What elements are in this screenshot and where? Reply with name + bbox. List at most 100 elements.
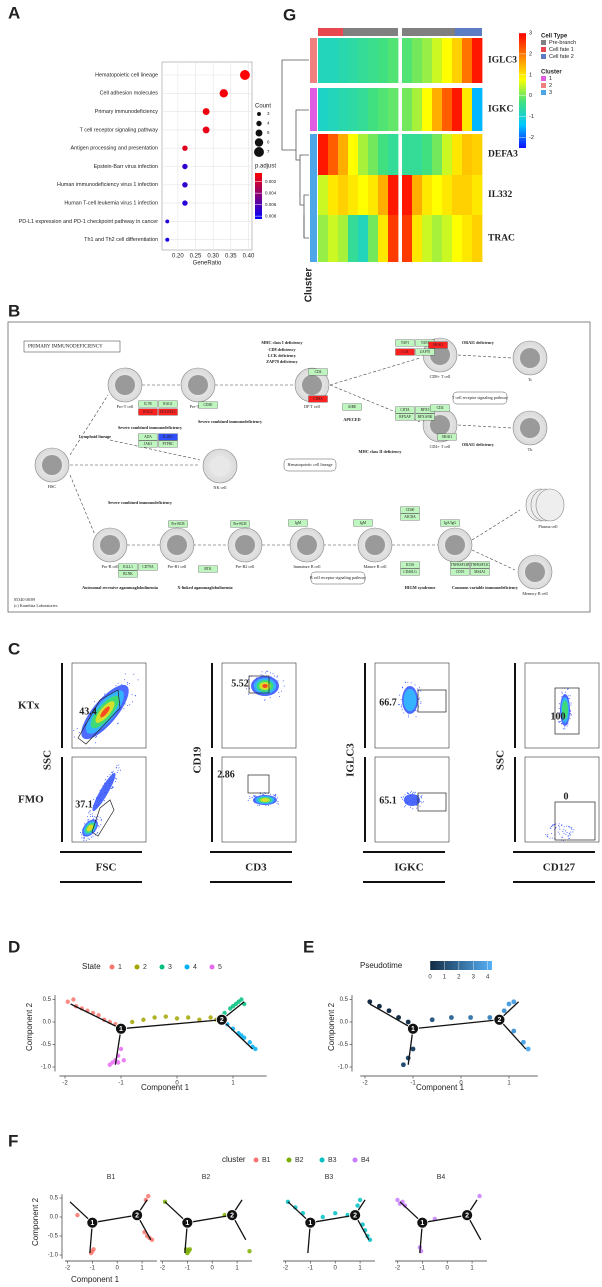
- cell-point: [487, 1015, 493, 1020]
- heatmap-cell: [402, 215, 413, 262]
- event-dot: [400, 797, 402, 799]
- gene-label: LCK: [401, 350, 409, 354]
- cell-point: [511, 1028, 517, 1034]
- event-dot: [400, 706, 402, 708]
- pathway-link-box: [310, 571, 366, 585]
- event-dot: [547, 834, 549, 836]
- colorbar-label: 1: [443, 975, 447, 981]
- event-dot: [275, 795, 277, 797]
- x-axis-title: Component 1: [71, 1275, 120, 1284]
- cell-point: [130, 1019, 135, 1025]
- x-tick-label: -1: [308, 1266, 314, 1272]
- heatmap-cell: [422, 88, 433, 131]
- event-dot: [568, 826, 570, 828]
- heatmap-cell: [318, 88, 329, 131]
- event-dot: [399, 694, 401, 696]
- event-dot: [107, 775, 109, 777]
- branch-node: [131, 1209, 144, 1221]
- event-dot: [404, 681, 406, 683]
- event-dot: [246, 688, 248, 690]
- dot: [182, 182, 188, 188]
- event-dot: [567, 695, 569, 697]
- event-dot: [422, 801, 424, 803]
- gene-box: [400, 513, 420, 521]
- heatmap-cell: [328, 88, 339, 131]
- y-tick-label: Th1 and Th2 cell differentiation: [84, 237, 158, 243]
- event-dot: [417, 688, 419, 690]
- trajectory-branch: [498, 1019, 527, 1050]
- x-tick-label: -2: [160, 1266, 166, 1272]
- event-dot: [558, 826, 560, 828]
- event-dot: [116, 778, 118, 780]
- heatmap-cell: [358, 134, 369, 175]
- gene-label: JAK3: [144, 442, 153, 446]
- gene-box: [400, 568, 420, 576]
- gene-label: RAG2: [143, 410, 153, 414]
- cell-point: [141, 1017, 146, 1022]
- cell-point: [174, 1016, 180, 1021]
- x-axis-title: CD127: [543, 862, 576, 874]
- gene-label: RFXANK: [418, 415, 433, 419]
- branch-node: [215, 1013, 228, 1026]
- nucleus: [100, 535, 120, 555]
- branch-node-label: 2: [497, 1017, 501, 1024]
- event-dot: [410, 790, 412, 792]
- event-dot: [269, 696, 271, 698]
- heatmap-cell: [378, 88, 389, 131]
- heatmap-cell: [328, 38, 339, 83]
- x-tick-label: 1: [235, 1266, 239, 1272]
- legend-swatch: [541, 90, 546, 95]
- event-dot: [403, 712, 405, 714]
- trajectory-branch: [369, 1003, 414, 1030]
- event-dot: [570, 711, 572, 713]
- event-dot: [87, 812, 89, 814]
- heatmap-cell: [452, 88, 463, 131]
- branch-node: [181, 1216, 194, 1229]
- event-dot: [78, 732, 80, 734]
- y-tick-label: Primary immunodeficiency: [95, 109, 159, 115]
- event-dot: [415, 716, 417, 718]
- event-dot: [566, 725, 568, 727]
- cell-label: Pre-B2 cell: [236, 564, 256, 569]
- nucleus: [365, 535, 385, 555]
- flow-plot: [524, 756, 600, 843]
- colorbar-label: 0: [428, 975, 432, 981]
- heatmap-cell: [368, 215, 379, 262]
- event-dot: [561, 824, 563, 826]
- disease-note: APECED: [343, 417, 360, 422]
- heatmap-cell: [472, 38, 483, 83]
- legend-label: Cell fate 1: [549, 47, 574, 53]
- heatmap-cell: [318, 134, 329, 175]
- event-dot: [570, 827, 572, 829]
- heatmap-cell: [388, 215, 399, 262]
- colorbar-label: -2: [529, 135, 534, 141]
- gate: [417, 689, 447, 713]
- y-axis-title: Component 2: [327, 1002, 336, 1051]
- cluster-bar: [310, 175, 317, 215]
- event-dot: [87, 819, 89, 821]
- cell-label: DP T cell: [304, 404, 321, 409]
- legend-swatch: [541, 54, 546, 59]
- cell-point: [377, 1003, 382, 1009]
- event-dot: [249, 797, 251, 799]
- gene-label: ICOS: [406, 563, 414, 567]
- cell-label: Pro-T cell: [117, 404, 135, 409]
- heatmap-cell: [338, 175, 349, 215]
- event-dot: [559, 712, 561, 714]
- cell-point: [239, 997, 244, 1002]
- panel-label: C: [8, 639, 20, 658]
- event-dot: [570, 831, 572, 833]
- event-dot: [550, 833, 552, 835]
- heatmap-cell: [328, 215, 339, 262]
- cell-point: [410, 1046, 416, 1052]
- event-dot: [267, 670, 269, 672]
- event-dot: [119, 769, 121, 771]
- event-dot: [100, 824, 102, 826]
- heatmap-cell: [462, 215, 473, 262]
- event-dot: [419, 697, 421, 699]
- gene-box: [400, 561, 420, 569]
- colorbar-label: 0.004: [265, 190, 277, 195]
- pathway-link: Hematopoietic cell lineage: [288, 462, 333, 467]
- heatmap-cell: [388, 88, 399, 131]
- event-dot: [123, 708, 125, 710]
